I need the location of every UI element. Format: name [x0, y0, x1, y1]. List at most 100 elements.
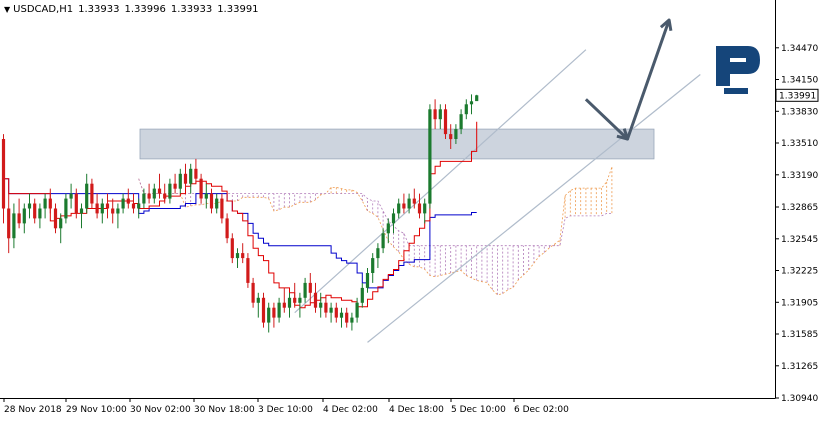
candle-body — [85, 183, 89, 209]
senkou-span-b — [138, 178, 612, 247]
x-tick-label: 28 Nov 2018 — [4, 405, 62, 415]
candle-body — [339, 312, 344, 318]
logo-mark — [716, 46, 760, 86]
high-value: 1.33996 — [124, 4, 166, 15]
channel-lower-line — [367, 74, 701, 343]
y-tick-label: 1.32865 — [781, 203, 818, 213]
candle-body — [267, 307, 271, 323]
candle-body — [365, 273, 370, 288]
open-value: 1.33933 — [78, 4, 120, 15]
y-tick-label: 1.34150 — [781, 76, 818, 86]
symbol-label: USDCAD,H1 — [13, 4, 74, 15]
kijun-line — [3, 178, 477, 289]
candle-body — [402, 203, 406, 209]
y-tick-label: 1.31265 — [781, 362, 818, 372]
x-tick-label: 30 Nov 02:00 — [130, 405, 191, 415]
candle-body — [261, 297, 266, 323]
candle-body — [298, 297, 302, 303]
x-tick-label: 3 Dec 10:00 — [258, 405, 313, 415]
candle-body — [360, 287, 364, 303]
candle-body — [282, 302, 286, 308]
candle-body — [371, 258, 375, 273]
candle-body — [235, 253, 240, 259]
close-value: 1.33991 — [217, 4, 259, 15]
forecast-arrow — [584, 18, 673, 141]
candle-body — [137, 203, 141, 209]
y-tick-label: 1.32545 — [781, 235, 818, 245]
candle-body — [355, 302, 359, 318]
candle-body — [407, 198, 411, 209]
candle-body — [12, 213, 16, 239]
resistance-zone — [139, 128, 655, 160]
y-tick-label: 1.32225 — [781, 267, 818, 277]
channel-upper-line — [294, 49, 587, 314]
candle-body — [438, 109, 442, 120]
candle-body — [303, 282, 307, 298]
candle-body — [350, 317, 354, 323]
candle-body — [308, 282, 312, 293]
roboforex-logo-icon — [716, 46, 760, 94]
candle-body — [313, 292, 318, 308]
candle-body — [59, 218, 63, 229]
candle-body — [178, 173, 182, 189]
candle-body — [449, 134, 453, 140]
chart-header: ▼ USDCAD,H1 1.33933 1.33996 1.33933 1.33991 — [4, 4, 264, 15]
forecast-arrowhead-up — [659, 18, 673, 32]
candle-body — [183, 173, 188, 184]
candle-body — [277, 302, 281, 318]
candle-body — [397, 203, 401, 214]
resistance-zone-layer — [139, 128, 655, 160]
candle-body — [53, 208, 58, 229]
candle-body — [152, 188, 156, 199]
candle-body — [111, 208, 115, 214]
candle-body — [27, 203, 32, 209]
y-tick-label: 1.33190 — [781, 171, 818, 181]
candle-body — [256, 297, 260, 303]
candle-body — [215, 198, 219, 209]
candle-body — [116, 208, 120, 214]
forecast-arrowhead-down — [616, 128, 629, 141]
candle-body — [319, 302, 323, 308]
candle-body — [7, 208, 11, 239]
candle-body — [147, 193, 151, 199]
candle-body — [251, 282, 255, 303]
x-tick-label: 29 Nov 10:00 — [66, 405, 127, 415]
candle-body — [241, 253, 245, 259]
candle-body — [38, 208, 42, 219]
candle-body — [48, 198, 52, 209]
x-tick-label: 30 Nov 18:00 — [194, 405, 255, 415]
senkou-span-a — [138, 166, 613, 296]
menu-triangle-icon[interactable]: ▼ — [4, 5, 11, 14]
candle-body — [33, 203, 37, 219]
candle-body — [464, 104, 468, 115]
candle-body — [64, 198, 68, 219]
candle-body — [324, 302, 328, 313]
candle-body — [376, 248, 380, 259]
y-tick-label: 1.30940 — [781, 394, 818, 404]
y-tick-label: 1.33830 — [781, 107, 818, 117]
candle-body — [334, 307, 338, 318]
candle-body — [443, 109, 448, 135]
candle-body — [391, 213, 396, 224]
candle-body — [43, 198, 47, 209]
y-tick-label: 1.31905 — [781, 298, 818, 308]
candle-body — [423, 203, 427, 214]
candle-body — [90, 183, 94, 204]
low-value: 1.33933 — [170, 4, 213, 15]
candle-body — [469, 101, 474, 105]
last-price-label: 1.33991 — [779, 91, 816, 101]
x-tick-label: 6 Dec 02:00 — [514, 405, 569, 415]
candle-body — [163, 193, 167, 199]
candle-body — [459, 114, 463, 130]
y-tick-label: 1.33510 — [781, 139, 818, 149]
candle-body — [246, 258, 250, 283]
candle-body — [386, 223, 390, 234]
candle-body — [417, 203, 422, 214]
candle-body — [131, 203, 136, 209]
candle-body — [433, 109, 437, 120]
candle-body — [230, 238, 234, 259]
candle-body — [194, 168, 198, 179]
candle-body — [454, 129, 458, 139]
